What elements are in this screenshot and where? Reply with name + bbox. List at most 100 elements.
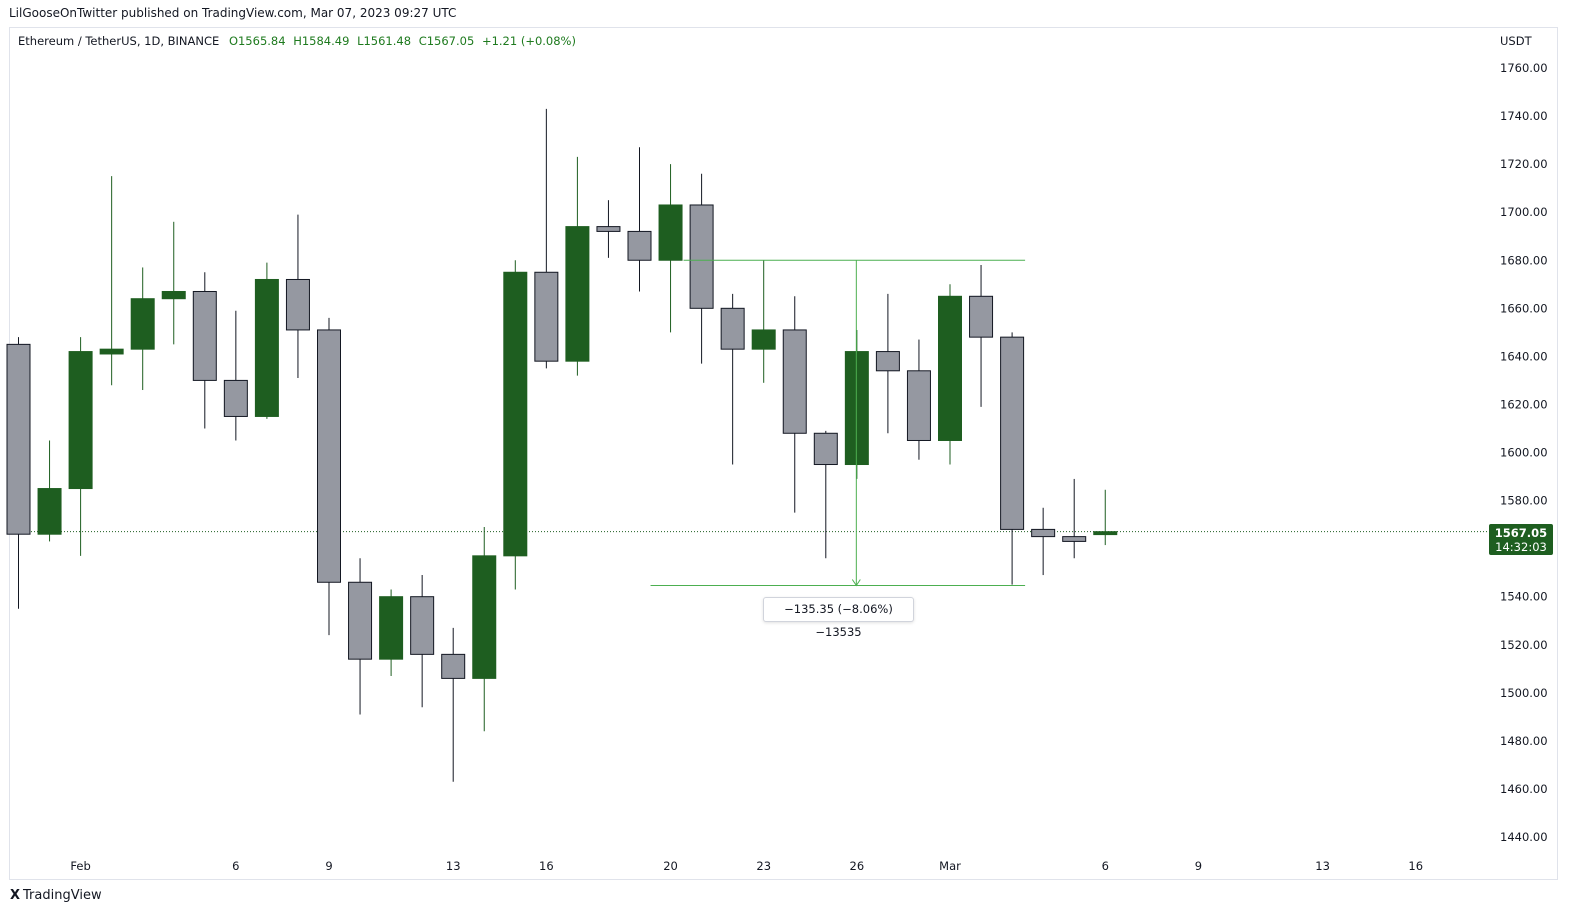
ohlc-close: C1567.05 (418, 34, 475, 48)
price-tick-label: 1740.00 (1500, 109, 1548, 123)
date-tick-label: Feb (70, 859, 90, 873)
candle (130, 267, 155, 391)
candle (379, 589, 404, 676)
price-axis[interactable]: 1760.00 1740.00 1720.00 1700.00 1680.00 1660.… (1500, 61, 1548, 844)
price-tick-label: 1640.00 (1500, 349, 1548, 363)
date-tick-label: 6 (232, 859, 239, 873)
ohlc-low: L1561.48 (357, 34, 412, 48)
price-tick-label: 1620.00 (1500, 397, 1548, 411)
candle (751, 260, 776, 383)
candle-body (161, 290, 186, 300)
candle (875, 293, 900, 434)
candle (844, 329, 869, 479)
time-axis[interactable]: Feb 6 9 13 16 20 23 26 Mar 6 9 13 16 (70, 859, 1423, 873)
date-tick-label: 6 (1102, 859, 1109, 873)
candle-body (875, 351, 900, 372)
date-tick-label: 13 (1315, 859, 1330, 873)
candle-body (1000, 336, 1025, 530)
tradingview-logo-icon: 𝗫 (10, 888, 21, 903)
candle (317, 317, 341, 636)
candle (720, 293, 745, 465)
candle (348, 558, 373, 715)
candle-body (813, 432, 838, 466)
candle (472, 526, 497, 732)
candle-body (37, 488, 62, 535)
date-tick-label: 9 (325, 859, 332, 873)
last-price-badge: 1567.05 14:32:03 (1489, 524, 1553, 555)
candle-body (720, 307, 745, 350)
candle (441, 627, 466, 782)
candle (1062, 478, 1087, 559)
measure-arrow-icon (851, 579, 861, 587)
date-tick-label: Mar (939, 859, 961, 873)
symbol-legend: Ethereum / TetherUS, 1D, BINANCE O1565.8… (18, 34, 580, 48)
price-tick-label: 1460.00 (1500, 782, 1548, 796)
candle (37, 440, 62, 542)
candle (565, 156, 590, 376)
price-tick-label: 1720.00 (1500, 157, 1548, 171)
price-tick-label: 1600.00 (1500, 446, 1548, 460)
candle-body (596, 226, 621, 232)
candle (782, 296, 807, 513)
candle-body (534, 271, 559, 362)
ohlc-change: +1.21 (+0.08%) (481, 34, 576, 48)
candle (223, 310, 248, 441)
price-tick-label: 1760.00 (1500, 61, 1548, 75)
ohlc-values: O1565.84 H1584.49 L1561.48 C1567.05 +1.2… (229, 34, 580, 48)
candle-body (627, 230, 652, 261)
candle-body (844, 351, 869, 466)
candle (969, 265, 994, 407)
candle-body (689, 204, 714, 309)
candle (6, 337, 31, 609)
candle-body (938, 295, 962, 441)
candle-body (658, 204, 683, 261)
candle-body (472, 555, 497, 679)
price-tick-label: 1580.00 (1500, 494, 1548, 508)
symbol-label: Ethereum / TetherUS, 1D, BINANCE (18, 34, 220, 48)
candle-body (503, 271, 528, 557)
measure-tool[interactable] (650, 259, 1026, 587)
tradingview-brand[interactable]: 𝗫 TradingView (10, 888, 102, 903)
candle-body (99, 348, 124, 355)
price-tick-label: 1540.00 (1500, 590, 1548, 604)
candle-body (441, 653, 466, 679)
candle (1093, 489, 1118, 546)
date-tick-label: 16 (1408, 859, 1423, 873)
candles (6, 108, 1118, 782)
candle-body (1062, 536, 1087, 542)
date-tick-label: 13 (446, 859, 461, 873)
candle (192, 272, 217, 429)
candle (68, 337, 93, 556)
candle (627, 147, 652, 292)
candle-body (6, 343, 31, 535)
candle (99, 176, 124, 386)
bar-countdown: 14:32:03 (1495, 540, 1547, 554)
date-tick-label: 9 (1195, 859, 1202, 873)
candle-body (254, 278, 279, 417)
last-price-value: 1567.05 (1494, 526, 1548, 540)
price-tick-label: 1660.00 (1500, 301, 1548, 315)
candle-body (68, 351, 93, 490)
candle-body (565, 226, 590, 362)
candle (534, 108, 559, 369)
measure-label: −135.35 (−8.06%) −13535 (763, 597, 914, 639)
date-tick-label: 26 (850, 859, 865, 873)
candle-body (782, 329, 807, 434)
ohlc-high: H1584.49 (293, 34, 350, 48)
candle (1000, 332, 1025, 585)
candle (689, 173, 714, 364)
candle (161, 221, 186, 345)
price-tick-label: 1700.00 (1500, 205, 1548, 219)
price-tick-label: 1500.00 (1500, 686, 1548, 700)
ohlc-open: O1565.84 (228, 34, 286, 48)
candle (1031, 507, 1056, 576)
currency-label: USDT (1500, 34, 1532, 48)
publisher-caption: LilGooseOnTwitter published on TradingVi… (9, 6, 457, 20)
candle-body (379, 596, 404, 660)
candle-body (192, 290, 217, 381)
candle-body (1093, 531, 1118, 536)
price-tick-label: 1440.00 (1500, 830, 1548, 844)
candle-body (285, 278, 310, 331)
candle (285, 214, 310, 379)
